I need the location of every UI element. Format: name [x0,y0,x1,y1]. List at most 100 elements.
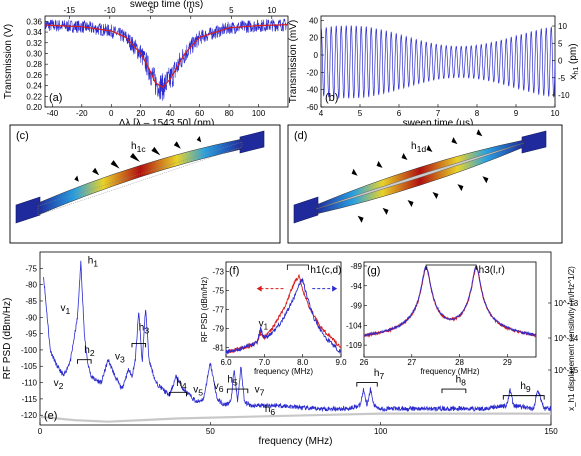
y-tick-label: -90 [25,313,37,322]
x-axis-label: frequency (MHz) [259,436,333,447]
peak-label: h4 [176,378,187,391]
peak-bracket [502,395,545,400]
x-tick-label: -40 [47,109,59,118]
blue-trace [363,265,537,337]
right-tick-label: 10^-15 [554,366,579,375]
peak-label: h7 [374,368,385,381]
right-tick-label: 0 [558,57,563,66]
right-tick-label: -5 [558,74,566,83]
panel-f: 6.0 7.0 8.0 9.0 -73 -75 -77 -79 -81 frequency (MH… [200,261,347,376]
y-tick-label: -85 [25,297,37,306]
x-axis-label: frequency (MHz) [420,367,479,376]
blue-arrowhead [332,285,338,292]
force-arrow [482,176,489,184]
peak-bracket [441,388,467,394]
y-axis-label: RF PSD (dBm/Hz) [2,298,13,380]
right-tick-label: 5 [558,39,563,48]
inset-bracket [425,264,477,270]
y-axis-label: Transmission (mV) [288,20,299,104]
x-axis-label: sweep time (μs) [403,118,474,129]
top-tick-label: 10 [267,6,276,15]
y-tick-label: 0.22 [26,92,42,101]
x-tick-label: 7.0 [259,358,271,367]
x-tick-label: 20 [136,109,145,118]
plot-frame [363,261,537,358]
peak-label: v5 [193,384,203,397]
top-tick-label: 5 [229,6,234,15]
y-tick-label: -81 [212,344,224,353]
x-tick-label: 7 [436,109,441,118]
peak-bracket [226,388,249,394]
anchor-pad-left [15,196,41,224]
x-tick-label: 29 [503,358,512,367]
inset-annotation: h3(l,r) [479,265,505,276]
top-tick-label: -15 [64,6,76,15]
x-tick-label: 150 [544,427,558,436]
force-arrow [426,145,433,153]
undeformed-beam-outline [37,141,243,216]
panel-label-a: (a) [49,92,62,104]
y-tick-label: 0.36 [26,17,42,26]
y-tick-label: -109 [346,341,363,350]
y-tick-label: 0.32 [26,39,42,48]
inset-annotation: h1(c,d) [310,265,341,276]
peak-label: v6 [214,381,224,394]
panel-label-f: (f) [229,265,239,277]
right-tick-label: 10 [558,22,567,31]
mode-title: h1c [131,141,146,154]
y-tick-label: 0.20 [26,103,42,112]
x-tick-label: 0 [109,109,114,118]
y-tick-label: -20 [306,68,318,77]
y-tick-label: 0.28 [26,60,42,69]
x-tick-label: 100 [252,109,266,118]
y-tick-label: -75 [212,287,224,296]
peak-bracket [131,342,147,348]
y-tick-label: -95 [25,330,37,339]
right-axis-label: xh1 (pm) [568,43,580,79]
force-arrow [451,137,458,145]
top-axis-label: sweep time (ms) [130,0,203,10]
force-arrow [196,135,202,143]
panel-label: (d) [294,130,307,142]
right-tick-label: 10^-13 [554,299,579,308]
top-tick-label: -10 [104,6,116,15]
panel-b: 4 5 6 7 8 9 10 -60 -40 -20 0 20 40 -10 -5 0 5 10 sweep tim… [288,15,580,129]
peak-label: h1 [88,255,99,268]
y-tick-label: -115 [22,395,38,404]
x-tick-label: 50 [206,427,215,436]
force-arrow [130,153,140,162]
panel-label-e: (e) [44,410,57,422]
blue-trace [225,277,342,355]
transmission-average-trace [44,24,289,88]
x-tick-label: 9 [514,109,519,118]
peak-label: h6 [265,404,276,417]
top-tick-label: 0 [189,6,194,15]
force-arrow [92,167,100,176]
x-tick-label: 26 [360,358,369,367]
right-axis-label: x_h1 displacement sensitivity (m/Hz^1/2) [567,266,576,411]
y-tick-label: 0 [314,51,319,60]
y-tick-label: -110 [22,379,38,388]
y-tick-label: -77 [212,306,224,315]
force-arrow [351,168,358,176]
force-arrow [432,192,439,200]
undeformed-beam-core [315,142,525,210]
peak-label: h3 [139,322,150,335]
y-tick-label: -104 [346,321,363,330]
y-tick-label: -105 [21,362,38,371]
peak-label: h2 [84,345,95,358]
mode-title: h1d [411,141,426,154]
y-axis-label: RF PSD (dBm/Hz) [200,277,209,343]
x-tick-label: 28 [455,358,464,367]
peak-bracket [356,382,378,387]
x-tick-label: 9.0 [335,358,347,367]
x-tick-label: 0 [38,427,43,436]
force-arrow [382,207,389,215]
panel-label: (c) [16,130,29,142]
x-tick-label: 10 [551,109,560,118]
panel-c: (c) h1c [9,124,281,244]
x-tick-label: 40 [166,109,175,118]
x-tick-label: 60 [195,109,204,118]
force-arrow [407,199,414,207]
